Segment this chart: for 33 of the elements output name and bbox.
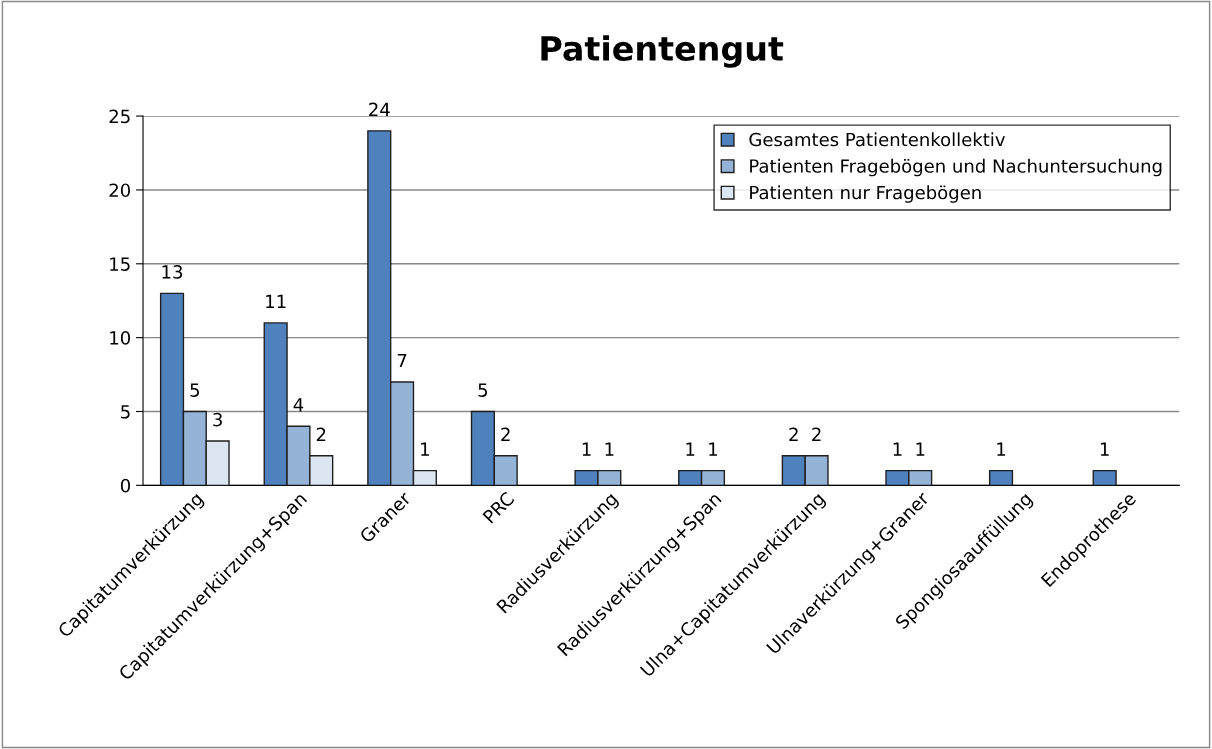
data-label: 13 xyxy=(162,265,183,279)
y-tick-label: 15 xyxy=(110,257,130,271)
data-label: 1 xyxy=(421,442,429,456)
data-label: 1 xyxy=(893,442,902,456)
y-tick-label: 0 xyxy=(120,478,131,493)
data-label: 1 xyxy=(1100,442,1109,456)
y-tick-label: 5 xyxy=(121,405,130,419)
bar xyxy=(1092,469,1117,486)
y-tick-label: 20 xyxy=(109,183,131,198)
bar xyxy=(988,469,1014,486)
data-label: 7 xyxy=(397,353,407,368)
data-label: 1 xyxy=(916,442,925,456)
data-label: 2 xyxy=(789,427,798,441)
data-label: 24 xyxy=(369,102,390,116)
data-label: 1 xyxy=(605,442,614,456)
legend-label: Patienten Fragebögen und Nachuntersuchung xyxy=(750,158,1162,177)
y-tick-label: 10 xyxy=(110,331,131,345)
data-label: 4 xyxy=(293,398,304,412)
data-label: 2 xyxy=(316,427,326,441)
data-label: 3 xyxy=(213,412,222,427)
data-label: 1 xyxy=(997,442,1006,456)
data-label: 1 xyxy=(582,442,591,456)
data-label: 1 xyxy=(709,442,718,456)
legend-label: Patienten nur Fragebögen xyxy=(750,185,981,203)
data-label: 5 xyxy=(190,383,199,397)
data-label: 5 xyxy=(478,383,488,397)
chart-title: Patientengut xyxy=(541,35,784,68)
data-label: 2 xyxy=(501,427,510,441)
data-label: 11 xyxy=(266,294,286,309)
data-label: 1 xyxy=(686,442,695,456)
data-label: 2 xyxy=(812,427,821,441)
y-tick-label: 25 xyxy=(109,109,130,124)
legend-label: Gesamtes Patientenkollektiv xyxy=(749,132,1005,147)
